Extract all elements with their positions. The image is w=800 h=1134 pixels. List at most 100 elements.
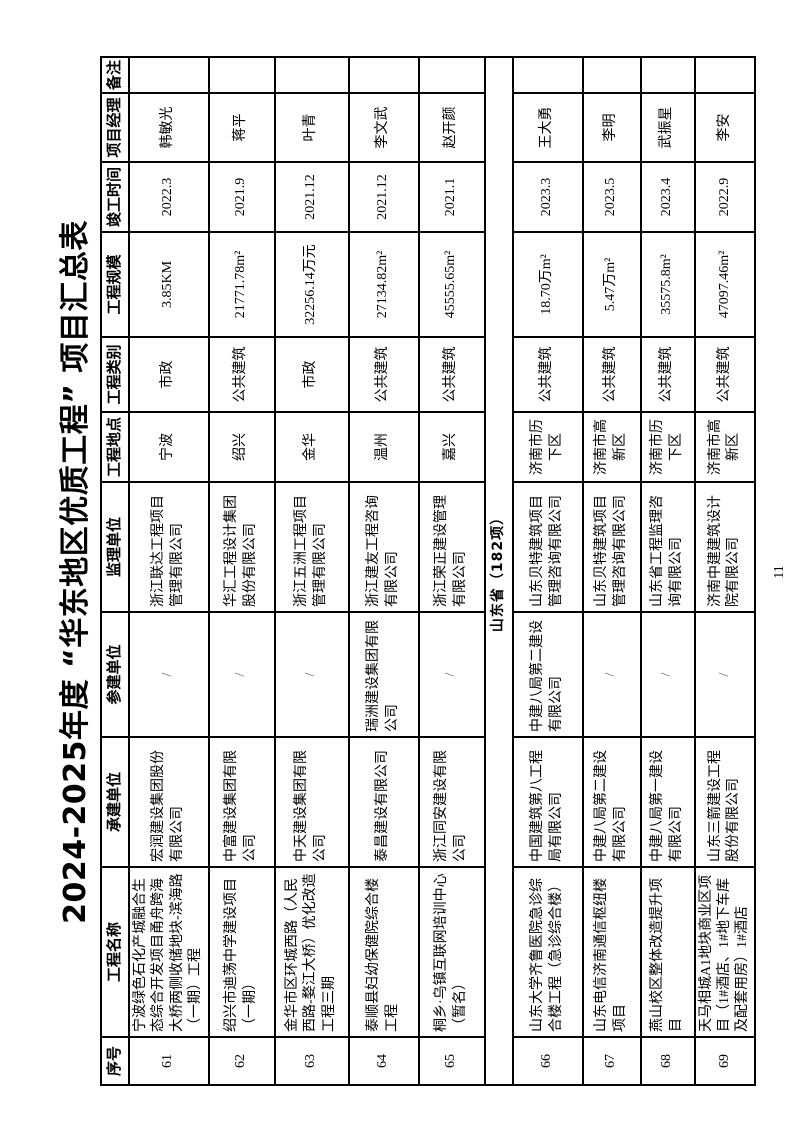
cell-contractor: 中建八局第二建设有限公司 [582,737,641,867]
cell-scale: 35575.8m² [640,232,695,337]
cell-participant: / [582,612,641,737]
col-header-completed: 竣工时间 [101,162,129,232]
col-header-location: 工程地点 [101,412,129,482]
table-row: 61 宁波绿色石化产城融合生态综合开发项目甬舟跨海大桥两侧收储地块-滨海路（一期）… [128,57,209,1085]
cell-completed: 2023.5 [582,162,641,232]
table-row: 69 天马相城A1地块商业区项目（1#酒店、1#地下车库及配套用房）1#酒店 山东三… [694,57,756,1085]
cell-no: 64 [348,1037,419,1085]
cell-no: 66 [512,1037,583,1085]
cell-manager: 李文武 [348,93,419,162]
cell-project-name: 金华市区环城西路（人民西路-婺江大桥）优化改造工程三期 [274,867,349,1037]
cell-location: 济南市历下区 [512,412,583,482]
section-header-cell: 山东省（182项） [484,57,513,1085]
cell-participant: / [208,612,275,737]
cell-scale: 47097.46m² [694,232,756,337]
cell-project-name: 绍兴市迪荡中学建设项目（一期） [208,867,275,1037]
cell-contractor: 中天建设集团有限公司 [274,737,349,867]
page-title: 2024-2025年度 “华东地区优质工程” 项目汇总表 [58,220,93,924]
cell-remark [274,57,349,93]
cell-contractor: 山东三箭建设工程股份有限公司 [694,737,756,867]
cell-supervisor: 浙江建友工程咨询有限公司 [348,482,419,612]
cell-project-name: 宁波绿色石化产城融合生态综合开发项目甬舟跨海大桥两侧收储地块-滨海路（一期）工程 [128,867,209,1037]
cell-remark [582,57,641,93]
cell-no: 69 [694,1037,756,1085]
cell-contractor: 中富建设集团有限公司 [208,737,275,867]
cell-manager: 韩敏光 [128,93,209,162]
cell-project-name: 燕山校区整体改造提升项目 [640,867,695,1037]
section-header-row: 山东省（182项） [484,57,513,1085]
cell-remark [640,57,695,93]
col-header-supervisor: 监理单位 [101,482,129,612]
cell-category: 市政 [128,337,209,412]
table-row: 64 泰顺县妇幼保健院综合楼工程 泰昌建设有限公司 瑞洲建设集团有限公司 浙江建友工程咨… [348,57,419,1085]
cell-location: 嘉兴 [418,412,485,482]
cell-scale: 21771.78m² [208,232,275,337]
cell-location: 宁波 [128,412,209,482]
cell-remark [694,57,756,93]
cell-supervisor: 山东贝特建筑项目管理咨询有限公司 [512,482,583,612]
col-header-manager: 项目经理 [101,93,129,162]
cell-manager: 赵开颜 [418,93,485,162]
cell-contractor: 中国建筑第八工程局有限公司 [512,737,583,867]
cell-contractor: 宏润建设集团股份有限公司 [128,737,209,867]
cell-remark [128,57,209,93]
cell-completed: 2021.12 [348,162,419,232]
cell-no: 61 [128,1037,209,1085]
cell-project-name: 桐乡·乌镇互联网培训中心（暂名） [418,867,485,1037]
cell-location: 金华 [274,412,349,482]
cell-location: 济南市高新区 [694,412,756,482]
cell-completed: 2021.12 [274,162,349,232]
cell-no: 67 [582,1037,641,1085]
table-row: 66 山东大学齐鲁医院急诊综合楼工程（急诊综合楼） 中国建筑第八工程局有限公司 中建八… [512,57,583,1085]
cell-category: 公共建筑 [694,337,756,412]
cell-project-name: 天马相城A1地块商业区项目（1#酒店、1#地下车库及配套用房）1#酒店 [694,867,756,1037]
table-body: 61 宁波绿色石化产城融合生态综合开发项目甬舟跨海大桥两侧收储地块-滨海路（一期）… [128,57,756,1085]
projects-table: 序号 工程名称 承建单位 参建单位 监理单位 工程地点 工程类别 工程规模 竣工… [100,56,756,1086]
col-header-project-name: 工程名称 [101,867,129,1037]
col-header-contractor: 承建单位 [101,737,129,867]
cell-participant: / [274,612,349,737]
cell-completed: 2021.9 [208,162,275,232]
table-row: 62 绍兴市迪荡中学建设项目（一期） 中富建设集团有限公司 / 华汇工程设计集团股份有限… [208,57,275,1085]
cell-participant: / [640,612,695,737]
cell-manager: 王大勇 [512,93,583,162]
col-header-participant: 参建单位 [101,612,129,737]
cell-supervisor: 浙江联达工程项目管理有限公司 [128,482,209,612]
cell-participant: / [418,612,485,737]
cell-manager: 叶青 [274,93,349,162]
cell-manager: 蒋平 [208,93,275,162]
cell-completed: 2022.3 [128,162,209,232]
cell-remark [348,57,419,93]
table-row: 68 燕山校区整体改造提升项目 中建八局第一建设有限公司 / 山东省工程监理咨询有限公司… [640,57,695,1085]
cell-participant: / [694,612,756,737]
cell-completed: 2023.4 [640,162,695,232]
cell-no: 65 [418,1037,485,1085]
cell-category: 公共建筑 [512,337,583,412]
cell-completed: 2021.1 [418,162,485,232]
cell-participant: 中建八局第二建设有限公司 [512,612,583,737]
col-header-category: 工程类别 [101,337,129,412]
cell-supervisor: 山东贝特建筑项目管理咨询有限公司 [582,482,641,612]
col-header-remark: 备注 [101,57,129,93]
cell-no: 63 [274,1037,349,1085]
cell-participant: 瑞洲建设集团有限公司 [348,612,419,737]
cell-completed: 2023.3 [512,162,583,232]
cell-scale: 3.85KM [128,232,209,337]
cell-manager: 李安 [694,93,756,162]
cell-location: 济南市高新区 [582,412,641,482]
table-row: 65 桐乡·乌镇互联网培训中心（暂名） 浙江同安建设有限公司 / 浙江荣正建设管理有限公… [418,57,485,1085]
cell-no: 62 [208,1037,275,1085]
cell-location: 济南市历下区 [640,412,695,482]
header-row: 序号 工程名称 承建单位 参建单位 监理单位 工程地点 工程类别 工程规模 竣工… [101,57,129,1085]
cell-scale: 32256.14万元 [274,232,349,337]
table-row: 67 山东电信济南通信枢纽楼项目 中建八局第二建设有限公司 / 山东贝特建筑项目管理咨询… [582,57,641,1085]
cell-supervisor: 浙江荣正建设管理有限公司 [418,482,485,612]
cell-project-name: 山东大学齐鲁医院急诊综合楼工程（急诊综合楼） [512,867,583,1037]
cell-contractor: 中建八局第一建设有限公司 [640,737,695,867]
cell-contractor: 泰昌建设有限公司 [348,737,419,867]
col-header-scale: 工程规模 [101,232,129,337]
page-number: 11 [772,565,788,579]
cell-supervisor: 济南中建建筑设计院有限公司 [694,482,756,612]
cell-scale: 5.47万m² [582,232,641,337]
